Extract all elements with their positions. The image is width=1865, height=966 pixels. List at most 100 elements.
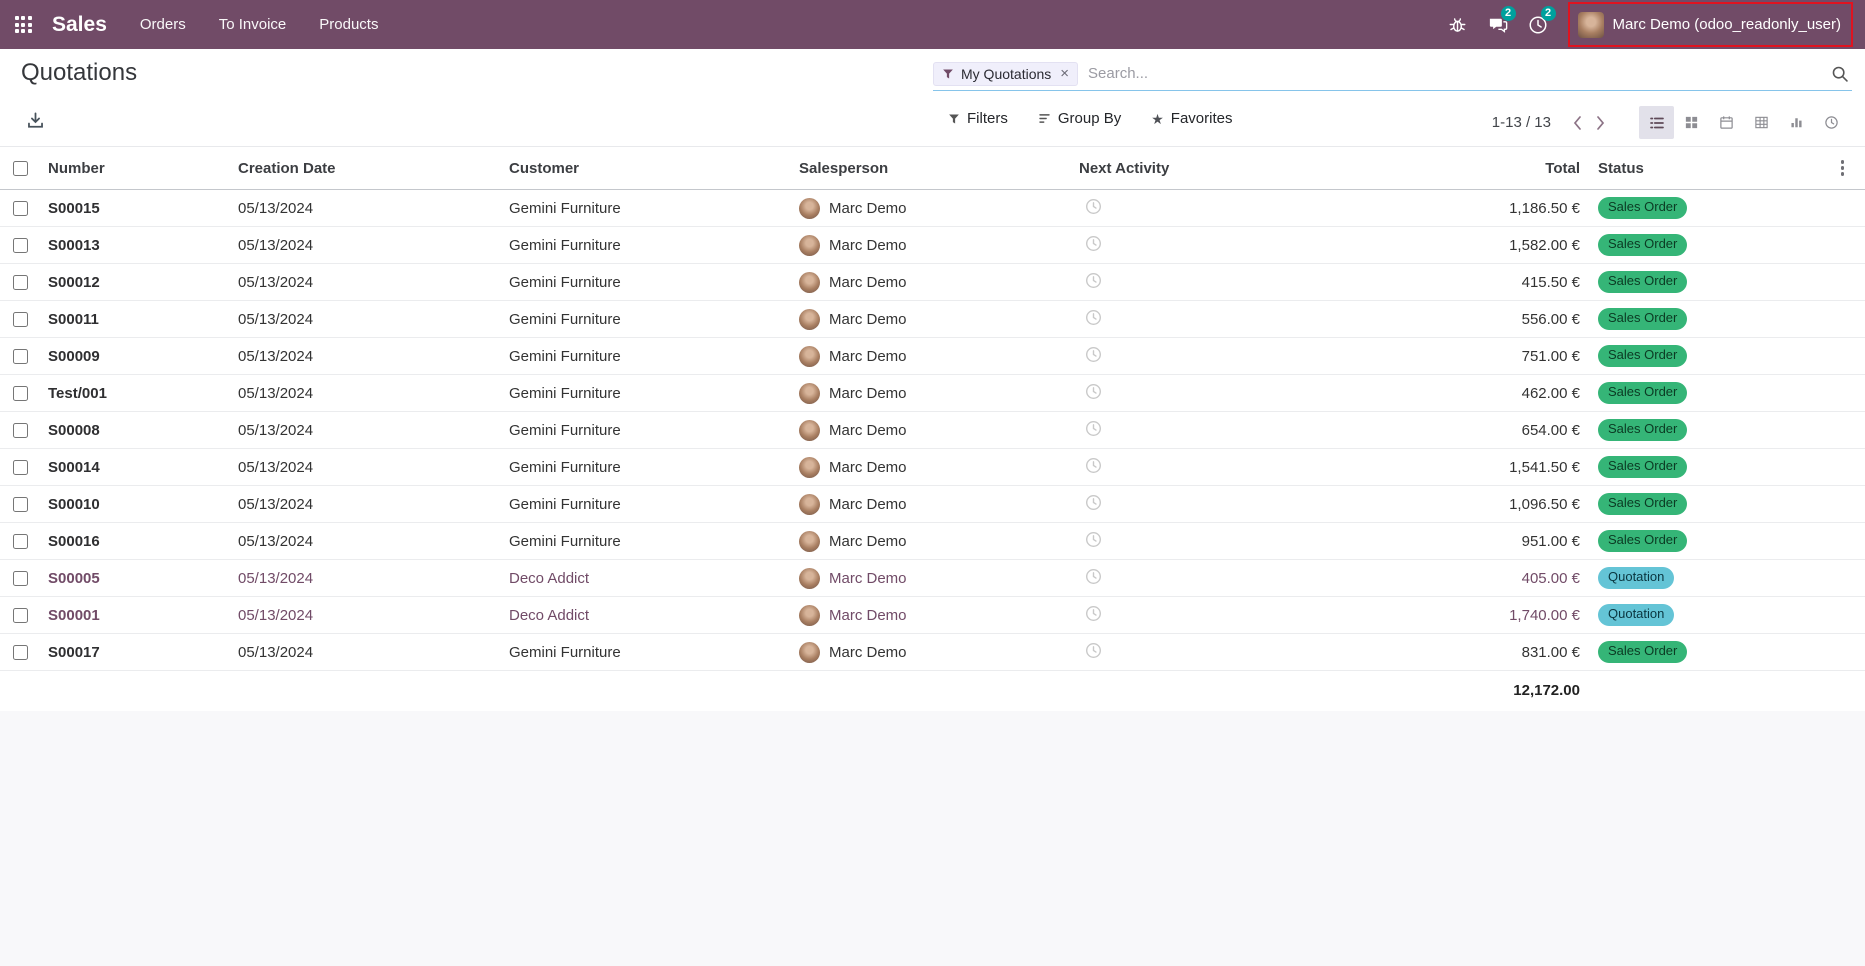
status-badge: Quotation bbox=[1598, 604, 1675, 626]
menu-to-invoice[interactable]: To Invoice bbox=[218, 16, 287, 33]
row-checkbox[interactable] bbox=[12, 312, 28, 328]
facet-remove-icon[interactable]: × bbox=[1060, 65, 1070, 82]
apps-menu-icon[interactable] bbox=[0, 0, 46, 49]
status-badge: Sales Order bbox=[1598, 234, 1688, 256]
schedule-activity-icon[interactable] bbox=[1085, 494, 1102, 511]
column-header-total[interactable]: Total bbox=[1428, 146, 1590, 190]
schedule-activity-icon[interactable] bbox=[1085, 346, 1102, 363]
customer-name: Gemini Furniture bbox=[501, 633, 791, 671]
activities-icon[interactable]: 2 bbox=[1518, 0, 1558, 49]
favorites-button[interactable]: ★ Favorites bbox=[1149, 108, 1234, 129]
table-row[interactable]: S00015 05/13/2024 Gemini Furniture Marc … bbox=[0, 189, 1865, 227]
schedule-activity-icon[interactable] bbox=[1085, 605, 1102, 622]
column-header-salesperson[interactable]: Salesperson bbox=[791, 146, 1071, 190]
schedule-activity-icon[interactable] bbox=[1085, 235, 1102, 252]
column-header-number[interactable]: Number bbox=[40, 146, 230, 190]
table-row[interactable]: S00008 05/13/2024 Gemini Furniture Marc … bbox=[0, 411, 1865, 449]
column-header-next-activity[interactable]: Next Activity bbox=[1071, 146, 1428, 190]
view-kanban-icon[interactable] bbox=[1674, 106, 1709, 139]
column-header-status[interactable]: Status bbox=[1590, 146, 1820, 190]
salesperson-avatar bbox=[799, 567, 820, 589]
pager-previous-icon[interactable] bbox=[1565, 113, 1589, 133]
quotations-table: Number Creation Date Customer Salesperso… bbox=[0, 146, 1865, 711]
table-row[interactable]: S00016 05/13/2024 Gemini Furniture Marc … bbox=[0, 522, 1865, 560]
total-amount: 405.00 € bbox=[1428, 559, 1590, 597]
schedule-activity-icon[interactable] bbox=[1085, 309, 1102, 326]
messages-icon[interactable]: 2 bbox=[1478, 0, 1518, 49]
menu-orders[interactable]: Orders bbox=[139, 16, 186, 33]
row-checkbox[interactable] bbox=[12, 460, 28, 476]
export-download-icon[interactable] bbox=[24, 109, 47, 135]
quotation-number: Test/001 bbox=[40, 374, 230, 412]
row-checkbox[interactable] bbox=[12, 423, 28, 439]
table-row[interactable]: S00014 05/13/2024 Gemini Furniture Marc … bbox=[0, 448, 1865, 486]
search-input[interactable] bbox=[1086, 64, 1823, 83]
salesperson-name: Marc Demo bbox=[829, 606, 907, 624]
column-header-customer[interactable]: Customer bbox=[501, 146, 791, 190]
schedule-activity-icon[interactable] bbox=[1085, 568, 1102, 585]
schedule-activity-icon[interactable] bbox=[1085, 457, 1102, 474]
salesperson-name: Marc Demo bbox=[829, 384, 907, 402]
search-icon[interactable] bbox=[1831, 65, 1849, 83]
search-bar: My Quotations × bbox=[933, 57, 1852, 91]
row-checkbox[interactable] bbox=[12, 608, 28, 624]
row-checkbox[interactable] bbox=[12, 571, 28, 587]
row-checkbox[interactable] bbox=[12, 497, 28, 513]
table-row[interactable]: S00001 05/13/2024 Deco Addict Marc Demo … bbox=[0, 596, 1865, 634]
row-checkbox[interactable] bbox=[12, 645, 28, 661]
view-list-icon[interactable] bbox=[1639, 106, 1674, 139]
status-badge: Sales Order bbox=[1598, 197, 1688, 219]
column-options-icon[interactable] bbox=[1828, 156, 1857, 180]
column-header-creation-date[interactable]: Creation Date bbox=[230, 146, 501, 190]
table-row[interactable]: S00005 05/13/2024 Deco Addict Marc Demo … bbox=[0, 559, 1865, 597]
table-row[interactable]: Test/001 05/13/2024 Gemini Furniture Mar… bbox=[0, 374, 1865, 412]
control-panel: Quotations My Quotations × bbox=[0, 49, 1865, 146]
view-graph-icon[interactable] bbox=[1779, 106, 1814, 139]
table-row[interactable]: S00013 05/13/2024 Gemini Furniture Marc … bbox=[0, 226, 1865, 264]
schedule-activity-icon[interactable] bbox=[1085, 198, 1102, 215]
menu-products[interactable]: Products bbox=[319, 16, 379, 33]
row-checkbox[interactable] bbox=[12, 238, 28, 254]
row-checkbox[interactable] bbox=[12, 349, 28, 365]
filters-button[interactable]: Filters bbox=[946, 108, 1010, 129]
view-calendar-icon[interactable] bbox=[1709, 106, 1744, 139]
quotation-number: S00017 bbox=[40, 633, 230, 671]
filters-label: Filters bbox=[967, 110, 1008, 127]
pager-next-icon[interactable] bbox=[1589, 113, 1613, 133]
favorites-star-icon: ★ bbox=[1151, 110, 1164, 127]
salesperson-avatar bbox=[799, 419, 820, 441]
schedule-activity-icon[interactable] bbox=[1085, 531, 1102, 548]
table-row[interactable]: S00011 05/13/2024 Gemini Furniture Marc … bbox=[0, 300, 1865, 338]
table-row[interactable]: S00017 05/13/2024 Gemini Furniture Marc … bbox=[0, 633, 1865, 671]
row-checkbox[interactable] bbox=[12, 386, 28, 402]
top-bar: Sales Orders To Invoice Products 2 bbox=[0, 0, 1865, 49]
select-all-checkbox[interactable] bbox=[12, 161, 28, 177]
salesperson-avatar bbox=[799, 308, 820, 330]
filters-icon bbox=[948, 113, 960, 125]
debug-bug-icon[interactable] bbox=[1438, 0, 1478, 49]
view-pivot-icon[interactable] bbox=[1744, 106, 1779, 139]
user-menu[interactable]: Marc Demo (odoo_readonly_user) bbox=[1567, 2, 1853, 47]
salesperson-avatar bbox=[799, 234, 820, 256]
total-amount: 654.00 € bbox=[1428, 411, 1590, 449]
schedule-activity-icon[interactable] bbox=[1085, 383, 1102, 400]
schedule-activity-icon[interactable] bbox=[1085, 642, 1102, 659]
row-checkbox[interactable] bbox=[12, 201, 28, 217]
app-title[interactable]: Sales bbox=[52, 12, 107, 36]
creation-date: 05/13/2024 bbox=[230, 411, 501, 449]
view-activity-icon[interactable] bbox=[1814, 106, 1849, 139]
salesperson-name: Marc Demo bbox=[829, 495, 907, 513]
salesperson-avatar bbox=[799, 197, 820, 219]
schedule-activity-icon[interactable] bbox=[1085, 420, 1102, 437]
total-amount: 556.00 € bbox=[1428, 300, 1590, 338]
group-by-button[interactable]: Group By bbox=[1036, 108, 1123, 129]
schedule-activity-icon[interactable] bbox=[1085, 272, 1102, 289]
table-row[interactable]: S00010 05/13/2024 Gemini Furniture Marc … bbox=[0, 485, 1865, 523]
row-checkbox[interactable] bbox=[12, 275, 28, 291]
table-row[interactable]: S00009 05/13/2024 Gemini Furniture Marc … bbox=[0, 337, 1865, 375]
top-menu: Orders To Invoice Products bbox=[140, 16, 379, 33]
search-facet-my-quotations[interactable]: My Quotations × bbox=[933, 61, 1079, 86]
row-checkbox[interactable] bbox=[12, 534, 28, 550]
creation-date: 05/13/2024 bbox=[230, 337, 501, 375]
table-row[interactable]: S00012 05/13/2024 Gemini Furniture Marc … bbox=[0, 263, 1865, 301]
